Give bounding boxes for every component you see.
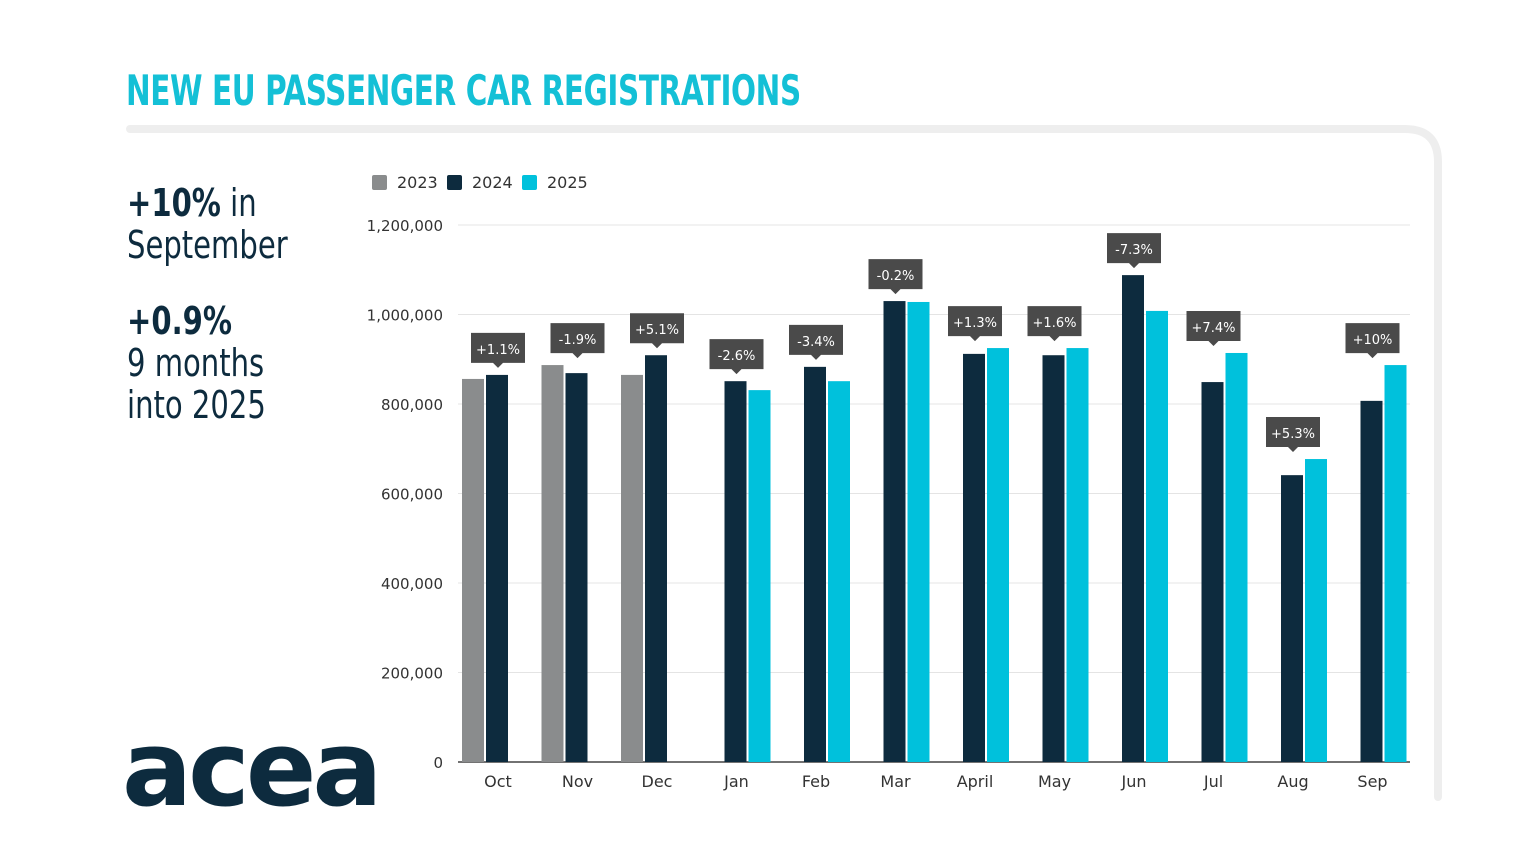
bar-2024-Aug	[1281, 475, 1303, 762]
bar-2024-Oct	[486, 374, 508, 762]
legend-swatch	[447, 175, 462, 190]
x-tick-label: Jul	[1203, 772, 1223, 791]
bar-2024-Feb	[804, 366, 826, 762]
change-callout	[948, 306, 1002, 342]
change-label: +7.4%	[1192, 321, 1236, 336]
bar-2024-May	[1042, 355, 1065, 762]
change-label: -3.4%	[797, 335, 835, 350]
change-callout	[471, 332, 525, 368]
bar-2023-Nov	[541, 365, 564, 762]
legend-label: 2024	[472, 173, 513, 192]
change-label: -1.9%	[559, 333, 597, 348]
bar-2024-Sep	[1360, 400, 1383, 762]
change-label: +1.1%	[476, 343, 520, 358]
bar-2025-Feb	[828, 381, 850, 762]
bar-2024-Jun	[1122, 275, 1144, 762]
y-tick-label: 200,000	[381, 665, 443, 683]
kpi-september: +10% in September	[127, 181, 288, 267]
bar-2024-Dec	[645, 355, 667, 762]
x-tick-label: Dec	[642, 772, 673, 791]
bar-2025-April	[987, 348, 1009, 762]
change-callout	[1266, 417, 1320, 453]
change-label: +5.1%	[635, 323, 679, 338]
bar-2025-May	[1066, 348, 1089, 762]
x-tick-label: Feb	[802, 772, 830, 791]
change-label: +1.6%	[1033, 316, 1077, 331]
bar-2025-Jul	[1225, 352, 1248, 762]
y-tick-label: 0	[433, 754, 443, 772]
x-tick-label: Jan	[723, 772, 749, 791]
legend-label: 2023	[397, 173, 438, 192]
y-tick-label: 800,000	[381, 396, 443, 414]
change-callout	[1186, 310, 1241, 346]
bar-2024-Nov	[565, 373, 588, 762]
change-callout	[1027, 306, 1082, 342]
bar-2025-Jan	[748, 390, 771, 762]
bar-2023-Dec	[621, 374, 643, 762]
frame-line	[126, 125, 1442, 801]
change-callout	[789, 324, 843, 360]
bar-2025-Sep	[1384, 365, 1407, 762]
bar-2025-Mar	[907, 301, 930, 762]
legend-label: 2025	[547, 173, 588, 192]
x-tick-label: Oct	[484, 772, 512, 791]
change-label: -2.6%	[718, 349, 756, 364]
change-callout	[550, 323, 605, 359]
y-tick-label: 400,000	[381, 575, 443, 593]
y-tick-label: 1,200,000	[367, 217, 443, 235]
x-tick-label: Jun	[1121, 772, 1147, 791]
bar-2025-Jun	[1146, 310, 1168, 762]
bar-2024-April	[963, 353, 985, 762]
change-label: +10%	[1353, 333, 1393, 348]
change-label: +1.3%	[953, 316, 997, 331]
change-label: -0.2%	[877, 269, 915, 284]
x-tick-label: Nov	[562, 772, 593, 791]
x-tick-label: April	[957, 772, 994, 791]
acea-logo: acea	[122, 708, 383, 830]
y-tick-label: 600,000	[381, 486, 443, 504]
change-callout	[1345, 323, 1400, 359]
kpi-ytd: +0.9% 9 months into 2025	[127, 299, 266, 427]
change-callout	[709, 339, 764, 375]
change-label: -7.3%	[1115, 243, 1153, 258]
legend-swatch	[522, 175, 537, 190]
legend-swatch	[372, 175, 387, 190]
change-callout	[868, 259, 923, 295]
change-callout	[1107, 233, 1161, 269]
x-tick-label: Aug	[1277, 772, 1308, 791]
x-tick-label: May	[1038, 772, 1071, 791]
x-tick-label: Mar	[880, 772, 911, 791]
bar-2024-Jan	[724, 381, 747, 762]
bar-2023-Oct	[462, 378, 484, 762]
page-title: NEW EU PASSENGER CAR REGISTRATIONS	[126, 66, 801, 115]
bar-2024-Jul	[1201, 382, 1224, 762]
bar-2024-Mar	[883, 301, 906, 762]
bar-2025-Aug	[1305, 459, 1327, 762]
change-callout	[630, 313, 684, 349]
y-tick-label: 1,000,000	[367, 307, 443, 325]
change-label: +5.3%	[1271, 427, 1315, 442]
x-tick-label: Sep	[1357, 772, 1387, 791]
